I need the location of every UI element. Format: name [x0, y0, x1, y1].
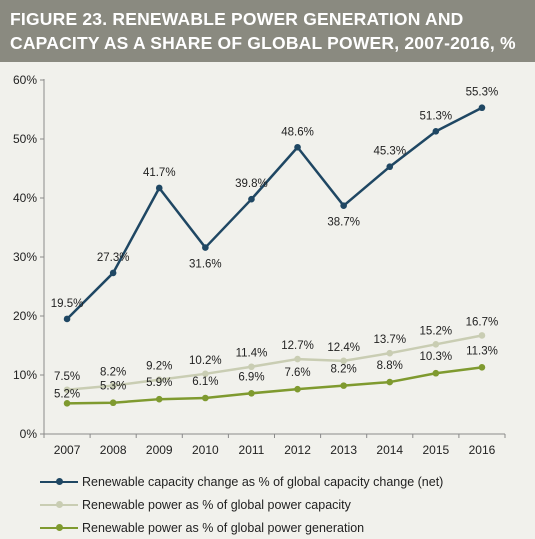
- data-label: 15.2%: [420, 325, 453, 337]
- data-label: 7.6%: [284, 367, 310, 379]
- data-point: [294, 355, 301, 363]
- data-label: 38.7%: [327, 217, 360, 229]
- data-label: 13.7%: [373, 334, 406, 346]
- series-line-1: [66, 106, 483, 320]
- data-label: 8.8%: [377, 360, 403, 372]
- y-tick-label: 30%: [13, 250, 37, 264]
- data-point: [202, 394, 209, 402]
- x-tick-label: 2012: [284, 443, 311, 457]
- chart-legend: Renewable capacity change as % of global…: [40, 470, 520, 539]
- x-tick-label: 2009: [146, 443, 173, 457]
- y-tick-label: 50%: [13, 132, 37, 146]
- legend-swatch: [40, 499, 78, 511]
- data-point: [432, 369, 440, 377]
- data-point: [155, 184, 163, 192]
- data-point: [63, 315, 71, 323]
- data-label: 8.2%: [331, 364, 357, 376]
- data-label: 16.7%: [466, 316, 499, 328]
- x-tick-label: 2007: [54, 443, 81, 457]
- data-label: 9.2%: [146, 361, 172, 373]
- data-point: [109, 269, 117, 277]
- data-label: 10.3%: [420, 351, 453, 363]
- data-point: [155, 376, 163, 384]
- x-tick-label: 2016: [469, 443, 496, 457]
- data-point: [63, 400, 71, 407]
- legend-label: Renewable power as % of global power gen…: [82, 520, 365, 535]
- legend-item: Renewable power as % of global power cap…: [40, 493, 520, 516]
- data-point: [294, 143, 301, 151]
- y-tick-label: 60%: [13, 73, 37, 87]
- data-label: 11.4%: [236, 348, 268, 360]
- data-point: [248, 195, 255, 203]
- legend-item: Renewable power as % of global power gen…: [40, 516, 520, 539]
- data-label: 5.9%: [146, 377, 172, 389]
- data-point: [386, 378, 394, 386]
- data-point: [478, 332, 486, 339]
- legend-swatch: [40, 476, 78, 488]
- data-point: [202, 370, 209, 378]
- legend-swatch: [40, 522, 78, 534]
- figure-header: FIGURE 23. RENEWABLE POWER GENERATION AN…: [0, 0, 535, 62]
- y-tick-label: 0%: [20, 427, 38, 441]
- y-tick-label: 40%: [13, 191, 37, 205]
- data-point: [340, 357, 347, 365]
- data-label: 48.6%: [281, 126, 314, 138]
- legend-swatch-marker: [55, 524, 63, 531]
- data-point: [386, 163, 394, 171]
- data-label: 31.6%: [189, 259, 222, 271]
- data-point: [432, 341, 440, 348]
- legend-item: Renewable capacity change as % of global…: [40, 470, 520, 493]
- data-label: 27.3%: [97, 252, 130, 264]
- data-point: [109, 382, 117, 389]
- data-label: 6.9%: [238, 371, 264, 383]
- figure-title: FIGURE 23. RENEWABLE POWER GENERATION AN…: [10, 9, 516, 53]
- data-point: [294, 385, 301, 393]
- x-tick-label: 2008: [100, 443, 127, 457]
- data-point: [248, 363, 255, 371]
- data-point: [202, 244, 209, 251]
- data-label: 11.3%: [466, 345, 498, 357]
- data-point: [63, 386, 71, 394]
- data-point: [155, 395, 163, 403]
- x-tick-label: 2014: [376, 443, 403, 457]
- legend-swatch-marker: [55, 478, 63, 485]
- data-point: [340, 382, 347, 389]
- data-point: [109, 399, 117, 407]
- data-label: 55.3%: [466, 87, 499, 99]
- data-label: 10.2%: [189, 355, 222, 367]
- data-point: [478, 364, 486, 371]
- data-label: 5.2%: [54, 388, 80, 400]
- x-tick-label: 2013: [330, 443, 357, 457]
- data-label: 6.1%: [192, 376, 218, 388]
- data-point: [432, 128, 440, 135]
- data-label: 51.3%: [420, 110, 453, 122]
- data-label: 7.5%: [54, 371, 80, 383]
- data-label: 12.4%: [327, 342, 360, 354]
- data-point: [386, 349, 394, 357]
- data-point: [478, 104, 486, 112]
- series-line-3: [67, 366, 483, 405]
- data-point: [340, 202, 347, 209]
- data-label: 45.3%: [373, 146, 406, 158]
- legend-swatch-marker: [55, 501, 63, 508]
- data-label: 5.3%: [100, 381, 126, 393]
- legend-label: Renewable power as % of global power cap…: [82, 497, 351, 512]
- data-label: 8.2%: [100, 367, 126, 379]
- data-label: 12.7%: [281, 340, 314, 352]
- legend-label: Renewable capacity change as % of global…: [82, 474, 444, 489]
- x-tick-label: 2015: [422, 443, 449, 457]
- x-tick-label: 2010: [192, 443, 219, 457]
- data-label: 41.7%: [143, 167, 176, 179]
- data-label: 19.5%: [51, 298, 84, 310]
- y-tick-label: 10%: [13, 368, 37, 382]
- data-label: 39.8%: [235, 178, 268, 190]
- x-tick-label: 2011: [239, 443, 265, 457]
- data-point: [248, 389, 255, 397]
- series-line-2: [66, 334, 483, 391]
- y-tick-label: 20%: [13, 309, 37, 323]
